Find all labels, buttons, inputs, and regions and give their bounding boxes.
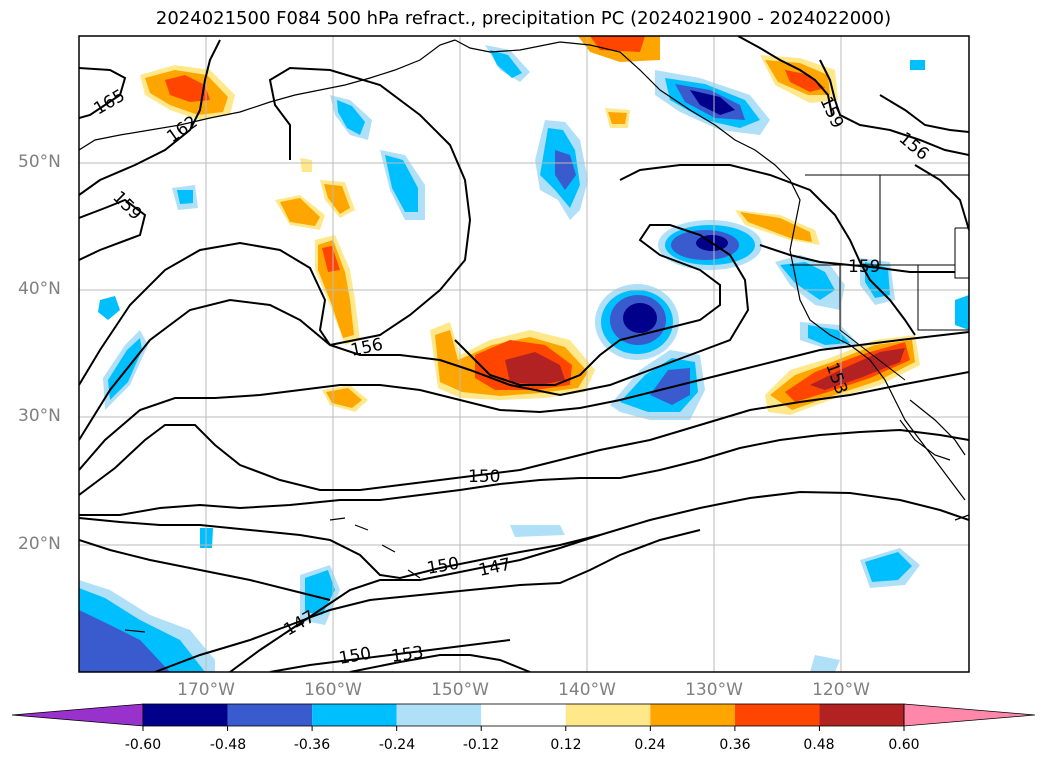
lat-label-30n: 30°N — [18, 406, 61, 426]
colorbar — [11, 703, 1036, 731]
colorbar-segment — [819, 704, 904, 726]
coastlines — [79, 39, 969, 633]
colorbar-tick-label: 0.24 — [634, 737, 666, 753]
contour-label: 159 — [108, 187, 145, 224]
colorbar-tick-label: -0.48 — [209, 737, 247, 753]
positive-anomaly-patches — [140, 36, 920, 415]
precip-shading — [79, 36, 969, 672]
lat-label-20n: 20°N — [18, 534, 61, 554]
contour-label: 150 — [337, 644, 372, 669]
colorbar-tick-label: 0.12 — [550, 737, 582, 753]
colorbar-tick-label: 0.48 — [803, 737, 835, 753]
colorbar-extend-min — [11, 703, 144, 727]
state-borders — [790, 174, 969, 381]
colorbar-tick-label: -0.24 — [378, 737, 416, 753]
colorbar-segment — [734, 704, 820, 726]
colorbar-segment — [312, 704, 397, 726]
colorbar-tick-label: -0.36 — [293, 737, 331, 753]
map-title: 2024021500 F084 500 hPa refract., precip… — [155, 8, 892, 29]
grid-lines — [79, 36, 969, 672]
colorbar-frame — [142, 703, 905, 727]
colorbar-tick-label: 0.36 — [719, 737, 751, 753]
map-frame — [78, 35, 970, 673]
lon-label-150w: 150°W — [431, 680, 489, 700]
colorbar-tick-label: -0.60 — [124, 737, 162, 753]
contour-label: 150 — [425, 554, 460, 579]
colorbar-tick-label: 0.60 — [888, 737, 920, 753]
lon-label-170w: 170°W — [177, 680, 235, 700]
refractivity-contours — [79, 36, 969, 672]
colorbar-segment — [565, 704, 651, 726]
colorbar-extend-max — [903, 703, 1036, 727]
contour-label: 159 — [848, 257, 880, 277]
contour-label: 165 — [91, 86, 129, 120]
lat-label-50n: 50°N — [18, 152, 61, 172]
contour-label: 150 — [468, 467, 500, 487]
lon-label-140w: 140°W — [558, 680, 616, 700]
lon-label-120w: 120°W — [812, 680, 870, 700]
colorbar-segment — [481, 704, 566, 726]
colorbar-segment — [650, 704, 735, 726]
lon-label-160w: 160°W — [304, 680, 362, 700]
contour-label: 159 — [815, 94, 847, 132]
colorbar-tick-label: -0.12 — [462, 737, 500, 753]
colorbar-segment — [396, 704, 482, 726]
colorbar-segment — [227, 704, 313, 726]
colorbar-segment — [143, 704, 228, 726]
contour-label: 153 — [390, 643, 425, 667]
lat-label-40n: 40°N — [18, 279, 61, 299]
lon-label-130w: 130°W — [685, 680, 743, 700]
